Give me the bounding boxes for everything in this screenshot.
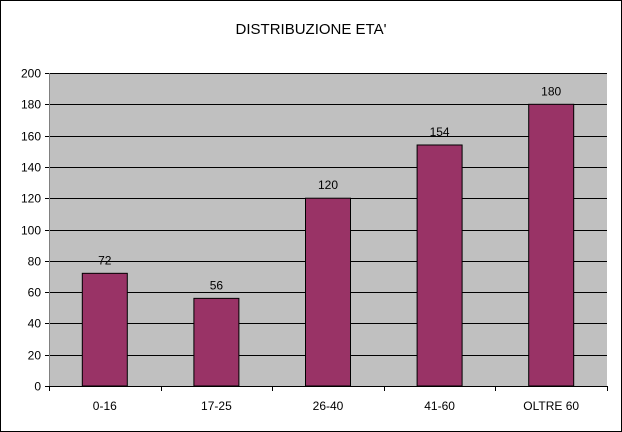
bar bbox=[416, 144, 463, 387]
y-tick-label: 80 bbox=[28, 255, 42, 269]
bars bbox=[81, 103, 575, 387]
y-tick-label: 100 bbox=[21, 224, 41, 238]
y-tick-label: 0 bbox=[34, 380, 41, 394]
y-tick-label: 40 bbox=[28, 317, 42, 331]
chart-title: DISTRIBUZIONE ETA' bbox=[236, 21, 387, 38]
x-tick-label: OLTRE 60 bbox=[523, 399, 579, 413]
axes bbox=[45, 73, 608, 391]
x-tick-label: 41-60 bbox=[424, 399, 455, 413]
bar bbox=[81, 272, 128, 387]
data-label: 180 bbox=[541, 84, 561, 98]
y-tick-label: 200 bbox=[21, 67, 41, 81]
y-tick-label: 160 bbox=[21, 130, 41, 144]
y-tick-label: 60 bbox=[28, 286, 42, 300]
x-tick-label: 0-16 bbox=[93, 399, 117, 413]
bar bbox=[193, 297, 240, 387]
data-label: 56 bbox=[210, 278, 224, 292]
x-tick-label: 17-25 bbox=[201, 399, 232, 413]
data-label: 72 bbox=[98, 253, 112, 267]
y-tick-label: 180 bbox=[21, 98, 41, 112]
bar bbox=[305, 197, 351, 387]
y-tick-label: 20 bbox=[28, 349, 42, 363]
y-tick-label: 120 bbox=[21, 192, 41, 206]
bar bbox=[528, 103, 575, 387]
data-label: 154 bbox=[430, 125, 450, 139]
y-tick-label: 140 bbox=[21, 161, 41, 175]
data-label: 120 bbox=[318, 178, 338, 192]
labels: 0 20 40 60 80 100 120 140 160 180 200 72 0-16 56 17-25… bbox=[21, 67, 579, 414]
x-tick-label: 26-40 bbox=[313, 399, 344, 413]
